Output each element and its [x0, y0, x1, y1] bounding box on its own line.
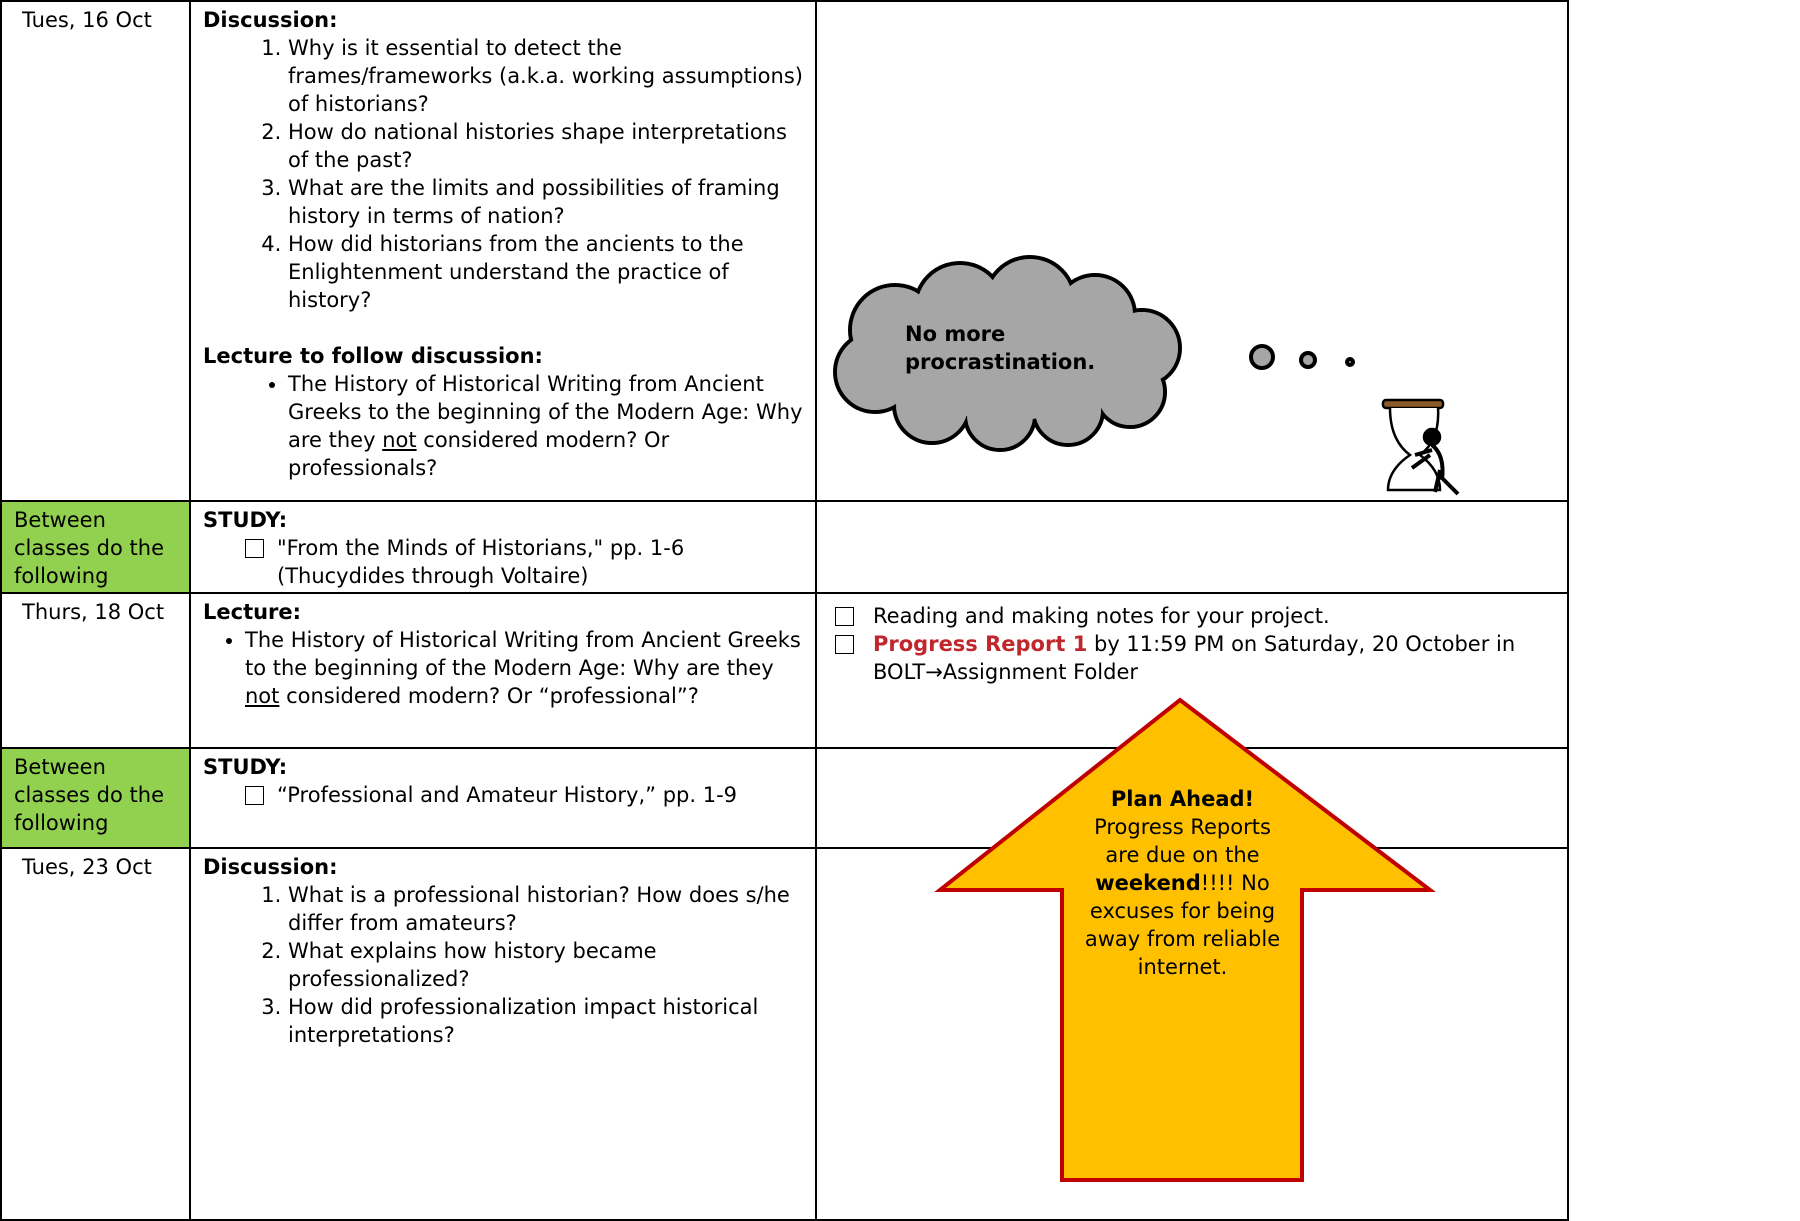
cloud-line: procrastination. [905, 350, 1096, 374]
date-cell: Tues, 23 Oct [0, 847, 191, 1221]
question: How did historians from the ancients to … [288, 230, 805, 314]
date-cell: Between classes do the following [0, 747, 191, 849]
row: Between classes do the following STUDY: … [0, 500, 1569, 594]
text: !!!! No excuses for being away from reli… [1084, 871, 1281, 979]
notes-cell [815, 500, 1569, 594]
date: Tues, 16 Oct [22, 8, 152, 32]
date: Thurs, 18 Oct [22, 600, 165, 624]
check-item: "From the Minds of Historians," pp. 1-6 … [245, 534, 805, 590]
date: Tues, 23 Oct [22, 855, 152, 879]
question: How do national histories shape interpre… [288, 118, 805, 174]
schedule-table: Tues, 16 Oct Discussion: Why is it essen… [0, 0, 1569, 1221]
task-list: Reading and making notes for your projec… [829, 602, 1557, 686]
question: Why is it essential to detect the frames… [288, 34, 805, 118]
text: The History of Historical Writing from A… [245, 628, 801, 680]
text: considered modern? Or professionals? [288, 428, 670, 480]
question: What explains how history became profess… [288, 937, 805, 993]
arrow-callout [934, 697, 1436, 1182]
checklist: “Professional and Amateur History,” pp. … [203, 781, 805, 809]
check-item: “Professional and Amateur History,” pp. … [245, 781, 805, 809]
cloud-text: No more procrastination. [905, 320, 1095, 376]
date-cell: Between classes do the following [0, 500, 191, 594]
date-cell: Tues, 16 Oct [0, 0, 191, 502]
date: Between classes do the following [14, 755, 164, 835]
underlined-text: not [382, 428, 417, 452]
heading: Lecture to follow discussion: [203, 344, 543, 368]
thought-cloud [833, 255, 1182, 452]
bullet-list: The History of Historical Writing from A… [203, 370, 805, 482]
hourglass-figure [1381, 398, 1460, 496]
text: considered modern? Or “professional”? [279, 684, 699, 708]
heading: Discussion: [203, 855, 338, 879]
date: Between classes do the following [14, 508, 164, 588]
bullet-item: The History of Historical Writing from A… [288, 370, 805, 482]
row: Thurs, 18 Oct Lecture: The History of Hi… [0, 592, 1569, 749]
question-list: What is a professional historian? How do… [203, 881, 805, 1049]
content-cell: Discussion: Why is it essential to detec… [189, 0, 817, 502]
thought-bubbles [1249, 344, 1355, 370]
notes-cell: Reading and making notes for your projec… [815, 592, 1569, 749]
task: Progress Report 1 by 11:59 PM on Saturda… [835, 630, 1557, 686]
bullet-item: The History of Historical Writing from A… [245, 626, 805, 710]
row: Tues, 16 Oct Discussion: Why is it essen… [0, 0, 1569, 502]
cloud-line: No more [905, 322, 1006, 346]
content-cell: Discussion: What is a professional histo… [189, 847, 817, 1221]
underlined-text: not [245, 684, 280, 708]
text: Progress Reports are due on the [1094, 815, 1271, 867]
heading: Lecture: [203, 600, 302, 624]
heading: Discussion: [203, 8, 338, 32]
task: Reading and making notes for your projec… [835, 602, 1557, 630]
task-highlight: Progress Report 1 [873, 632, 1088, 656]
callout-text: Plan Ahead! Progress Reports are due on … [1075, 785, 1290, 981]
question: How did professionalization impact histo… [288, 993, 805, 1049]
checklist: "From the Minds of Historians," pp. 1-6 … [203, 534, 805, 590]
content-cell: STUDY: "From the Minds of Historians," p… [189, 500, 817, 594]
bold-text: weekend [1095, 871, 1201, 895]
callout-title: Plan Ahead! [1110, 787, 1255, 811]
callout-body: Progress Reports are due on the weekend!… [1075, 813, 1290, 981]
bullet-list: The History of Historical Writing from A… [203, 626, 805, 710]
date-cell: Thurs, 18 Oct [0, 592, 191, 749]
text: by 11:59 PM on Saturday, 20 October in B… [873, 632, 1516, 684]
row: Tues, 23 Oct Discussion: What is a profe… [0, 847, 1569, 1221]
question-list: Why is it essential to detect the frames… [203, 34, 805, 314]
heading: STUDY: [203, 755, 288, 779]
text: The History of Historical Writing from A… [288, 372, 803, 452]
content-cell: STUDY: “Professional and Amateur History… [189, 747, 817, 849]
content-cell: Lecture: The History of Historical Writi… [189, 592, 817, 749]
heading: STUDY: [203, 508, 288, 532]
question: What is a professional historian? How do… [288, 881, 805, 937]
question: What are the limits and possibilities of… [288, 174, 805, 230]
